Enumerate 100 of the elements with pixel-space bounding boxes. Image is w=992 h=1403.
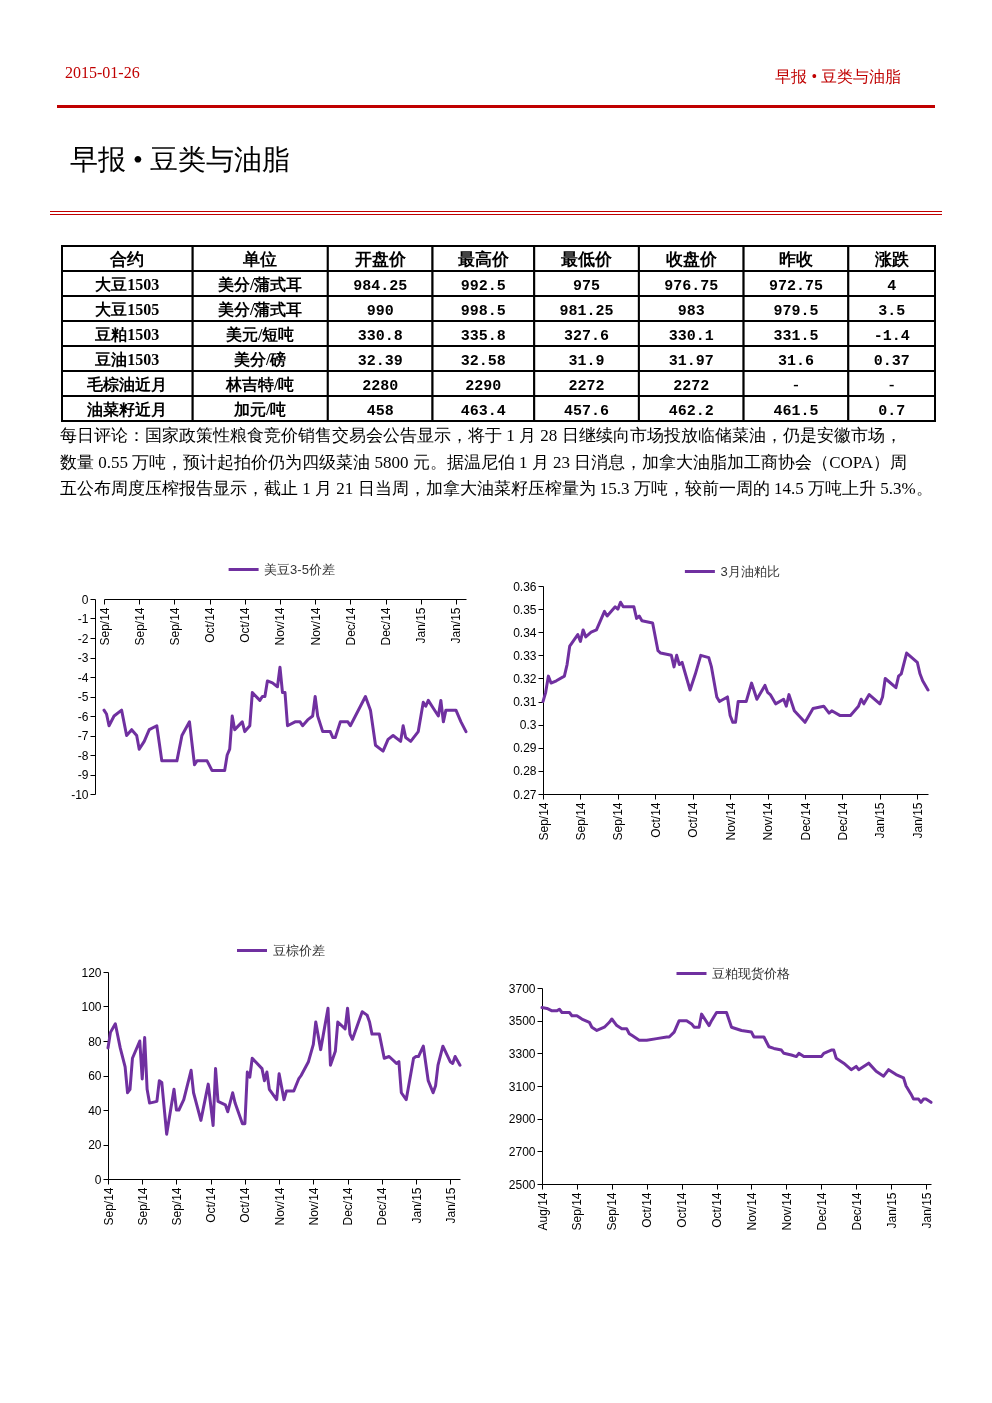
text: 330.1 <box>668 327 714 345</box>
y-tick-label: -6 <box>77 709 89 724</box>
y-tick-label: 0 <box>81 592 89 607</box>
legend-label: 3月油粕比 <box>720 563 780 579</box>
x-tick-label: Dec/14 <box>343 607 358 646</box>
x-tick-label: Sep/14 <box>573 802 588 841</box>
x-tick-label: Jan/15 <box>449 607 464 644</box>
y-tick-label: 3100 <box>508 1079 536 1094</box>
text: 331.5 <box>773 327 819 345</box>
text: 461.5 <box>773 402 819 420</box>
text: 0.37 <box>873 352 910 370</box>
category-label: 昨收 <box>778 249 814 269</box>
x-tick-label: Oct/14 <box>710 1192 725 1228</box>
category-label: 开盘价 <box>353 249 407 269</box>
legend-label: 美豆3-5价差 <box>264 561 335 577</box>
y-tick-label: 0.27 <box>513 787 537 802</box>
y-tick-label: 0.31 <box>513 695 537 710</box>
x-tick-label: Oct/14 <box>238 607 253 643</box>
y-tick-label: 20 <box>88 1138 102 1152</box>
y-tick-label: -2 <box>77 631 89 646</box>
category-label: 最高价 <box>456 249 510 269</box>
text: 32.58 <box>460 352 506 370</box>
y-tick-label: 40 <box>88 1103 102 1118</box>
text: 2280 <box>362 377 399 395</box>
x-tick-label: Oct/14 <box>204 1187 219 1223</box>
x-tick-label: Sep/14 <box>536 802 551 841</box>
x-tick-label: Nov/14 <box>723 802 738 841</box>
text: 458 <box>366 402 394 420</box>
y-tick-label: 2900 <box>508 1112 536 1127</box>
text: 美分/磅 <box>234 350 287 368</box>
text: 美分/蒲式耳 <box>218 300 303 318</box>
text: 327.6 <box>564 327 610 345</box>
x-tick-label: Nov/14 <box>306 1187 321 1226</box>
text: 998.5 <box>460 302 506 320</box>
y-tick-label: -7 <box>77 729 89 743</box>
x-tick-label: Dec/14 <box>375 1187 390 1226</box>
text: 335.8 <box>460 327 506 345</box>
text: 大豆1503 <box>95 275 160 293</box>
text: 31.6 <box>777 352 814 370</box>
text: 4 <box>887 277 897 295</box>
text: 972.75 <box>768 277 823 295</box>
category-label: 最低价 <box>560 249 614 269</box>
x-tick-label: Oct/14 <box>648 802 663 838</box>
y-tick-label: -9 <box>77 768 89 782</box>
x-tick-label: Oct/14 <box>203 607 218 643</box>
x-tick-label: Nov/14 <box>272 1187 287 1226</box>
text: 990 <box>366 302 394 320</box>
x-tick-label: Jan/15 <box>443 1187 458 1224</box>
y-tick-label: 0.3 <box>519 718 537 733</box>
text: 大豆1505 <box>95 300 160 318</box>
y-tick-label: 100 <box>81 1000 102 1014</box>
x-tick-label: Oct/14 <box>686 802 701 838</box>
y-tick-label: 2500 <box>508 1177 536 1192</box>
text: -1.4 <box>873 327 910 345</box>
y-tick-label: -10 <box>71 787 89 802</box>
x-tick-label: Sep/14 <box>101 1187 116 1226</box>
y-tick-label: -4 <box>77 670 89 685</box>
text: 979.5 <box>773 302 819 320</box>
text: 463.4 <box>460 402 506 420</box>
y-tick-label: 3500 <box>508 1014 536 1029</box>
x-tick-label: Nov/14 <box>779 1192 794 1231</box>
text: 毛棕油近月 <box>87 375 168 393</box>
x-tick-label: Sep/14 <box>97 607 112 646</box>
text: 992.5 <box>460 277 506 295</box>
x-tick-label: Sep/14 <box>167 607 182 646</box>
y-tick-label: -5 <box>77 690 89 704</box>
text: - <box>888 375 895 393</box>
y-tick-label: 3700 <box>508 981 536 996</box>
x-tick-label: Dec/14 <box>835 802 850 841</box>
text: 983 <box>677 302 705 320</box>
text: 3.5 <box>878 302 906 320</box>
x-tick-label: Oct/14 <box>675 1192 690 1228</box>
y-tick-label: 2700 <box>508 1144 536 1159</box>
x-tick-label: Sep/14 <box>605 1192 620 1231</box>
y-tick-label: 0.32 <box>513 671 537 686</box>
x-tick-label: Jan/15 <box>910 802 925 839</box>
y-tick-label: 0.28 <box>513 764 537 779</box>
text: 0.7 <box>878 402 906 420</box>
text: 975 <box>573 277 601 295</box>
text: 2272 <box>673 377 710 395</box>
x-tick-label: Oct/14 <box>640 1192 655 1228</box>
category-label: 涨跌 <box>873 249 910 269</box>
text: 32.39 <box>357 352 403 370</box>
text: 美元/短吨 <box>226 325 295 343</box>
text: 984.25 <box>353 277 408 295</box>
text: 豆油1503 <box>95 350 160 368</box>
x-tick-label: Nov/14 <box>761 802 776 841</box>
y-tick-label: 0.29 <box>513 741 537 756</box>
line-series <box>106 1006 462 1136</box>
text: 林吉特/吨 <box>226 375 295 393</box>
y-tick-label: 120 <box>81 965 102 980</box>
category-label: 单位 <box>242 249 278 269</box>
text: 31.97 <box>668 352 714 370</box>
legend-label: 豆粕现货价格 <box>712 965 790 981</box>
x-tick-label: Jan/15 <box>873 802 888 839</box>
text: 457.6 <box>564 402 610 420</box>
text: 981.25 <box>559 302 614 320</box>
x-tick-label: Oct/14 <box>238 1187 253 1223</box>
x-tick-label: Nov/14 <box>273 607 288 646</box>
line-series <box>102 665 468 773</box>
